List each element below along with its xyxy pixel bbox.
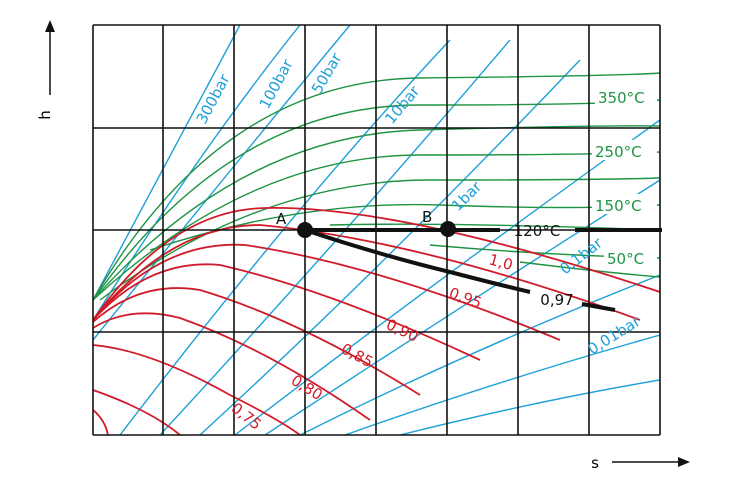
axes: h s (36, 20, 690, 472)
quality-label: 0,95 (447, 284, 485, 312)
labels: 300bar 100bar 50bar 10bar 1bar 0,1bar 0,… (193, 49, 657, 434)
x-axis-label: s (591, 454, 599, 472)
isobar-label: 300bar (193, 70, 234, 126)
curves (93, 25, 660, 435)
isotherm-label: 250°C (595, 143, 642, 161)
quality-lines (93, 207, 660, 435)
process-temperature: 120°C (514, 222, 561, 240)
point-label: B (422, 208, 432, 226)
point-label: A (276, 210, 287, 228)
process-quality: 0,97 (540, 291, 573, 309)
isobar-label: 100bar (256, 55, 297, 111)
y-axis-label: h (36, 110, 54, 120)
isotherm-label: 150°C (595, 197, 642, 215)
isotherm-label: 350°C (598, 89, 645, 107)
isobar-label: 1bar (448, 177, 486, 215)
quality-label: 0,90 (383, 315, 421, 345)
isobar-label: 0,01bar (585, 312, 645, 359)
isobar-label: 50bar (308, 49, 346, 97)
isotherm-label: 50°C (607, 250, 644, 268)
quality-label: 1,0 (487, 250, 515, 274)
process (297, 221, 662, 312)
